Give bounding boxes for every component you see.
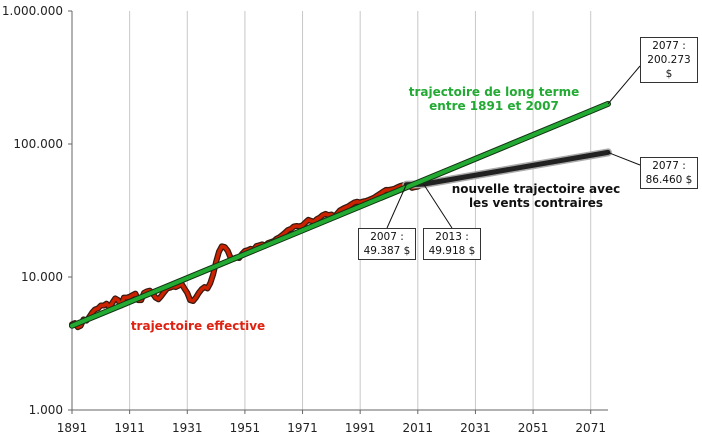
series-long-term-line — [70, 101, 610, 328]
callout-2013: 2013 : 49.918 $ — [423, 228, 481, 260]
callout-2077-new: 2077 : 86.460 $ — [640, 157, 698, 189]
callout-leader-line — [386, 184, 407, 229]
callout-value: 49.387 $ — [363, 245, 411, 257]
callout-leader-line — [607, 65, 641, 105]
callout-value: 86.460 $ — [645, 174, 693, 186]
x-tick-label: 1891 — [57, 421, 88, 435]
annotation-effective: trajectoire effective — [131, 319, 265, 333]
x-tick-label: 1971 — [287, 421, 318, 435]
y-tick-label: 1.000 — [29, 403, 63, 417]
y-tick-label: 1.000.000 — [2, 4, 63, 18]
grid — [71, 11, 592, 410]
callout-value: 49.918 $ — [428, 245, 476, 257]
annotation-new-trajectory-line1: nouvelle trajectoire avec — [452, 182, 620, 196]
x-tick-label: 1931 — [172, 421, 203, 435]
annotation-new-trajectory-line2: les vents contraires — [469, 196, 603, 210]
series-new-trajectory-line — [403, 149, 611, 188]
callout-leader-line — [607, 151, 641, 166]
callout-leader-line — [423, 183, 453, 229]
x-tick-label: 2071 — [575, 421, 606, 435]
axes — [68, 10, 608, 414]
annotation-long-term-line2: entre 1891 et 2007 — [429, 99, 559, 113]
callout-leaders — [386, 65, 641, 229]
annotations: trajectoire de long terme entre 1891 et … — [131, 85, 620, 333]
callout-2077-long-term: 2077 : 200.273 $ — [640, 37, 698, 83]
tick-labels: 1.000 10.000 100.000 1.000.000 1891 1911 1931 1… — [2, 4, 606, 435]
series-layer — [69, 100, 612, 331]
callout-label: 2077 : — [652, 40, 686, 52]
callout-label: 2013 : — [435, 231, 469, 243]
callout-label: 2007 : — [370, 231, 404, 243]
x-tick-label: 1911 — [114, 421, 145, 435]
x-tick-label: 1951 — [230, 421, 261, 435]
x-tick-label: 2031 — [460, 421, 491, 435]
y-tick-label: 100.000 — [13, 137, 63, 151]
x-tick-label: 1991 — [345, 421, 376, 435]
callout-label: 2077 : — [652, 160, 686, 172]
x-tick-label: 2051 — [518, 421, 549, 435]
callout-2007: 2007 : 49.387 $ — [358, 228, 416, 260]
y-tick-label: 10.000 — [21, 270, 63, 284]
callout-value: 200.273 $ — [647, 54, 691, 80]
x-tick-label: 2011 — [403, 421, 434, 435]
annotation-long-term-line1: trajectoire de long terme — [409, 85, 579, 99]
